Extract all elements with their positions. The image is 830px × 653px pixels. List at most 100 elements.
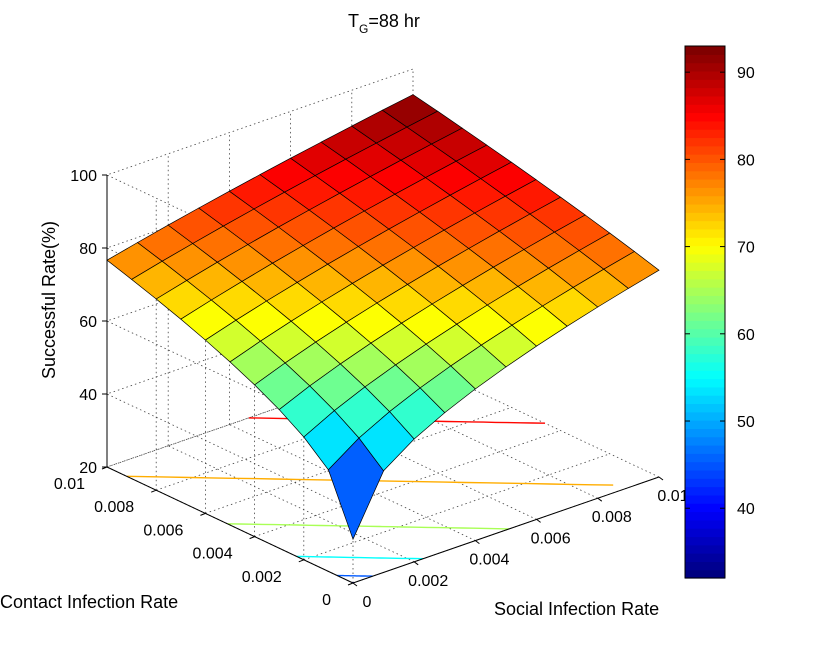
colorbar-band — [685, 511, 725, 521]
contour-line — [296, 555, 424, 560]
colorbar-band — [685, 561, 725, 571]
colorbar-band — [685, 212, 725, 222]
colorbar-band — [685, 453, 725, 463]
colorbar-band — [685, 478, 725, 488]
surface-mesh — [106, 94, 660, 541]
x-tick-label: 0.006 — [531, 530, 571, 547]
colorbar-band — [685, 461, 725, 471]
z-tick-label: 80 — [79, 241, 97, 258]
colorbar-band — [685, 303, 725, 313]
colorbar-band — [685, 262, 725, 272]
colorbar-band — [685, 320, 725, 330]
colorbar-band — [685, 245, 725, 255]
colorbar-band — [685, 553, 725, 562]
x-tick-label: 0.01 — [657, 488, 688, 505]
colorbar-band — [685, 154, 725, 163]
colorbar-tick-label: 60 — [737, 327, 755, 344]
colorbar-band — [685, 187, 725, 197]
z-gridline — [105, 287, 414, 511]
colorbar-tick-label: 80 — [737, 152, 755, 169]
x-tick-mark — [658, 476, 664, 481]
x-axis-label: Social Infection Rate — [494, 599, 659, 619]
y-tick-label: 0.006 — [143, 522, 183, 539]
y-tick-mark — [298, 559, 304, 563]
colorbar-band — [685, 328, 725, 338]
z-tick-label: 20 — [79, 460, 97, 477]
colorbar-band — [685, 179, 725, 188]
colorbar-band — [685, 203, 725, 213]
tick-labels: 0 0.002 0.004 0.006 0.008 0.01 0 0.002 0.004 0.00… — [54, 168, 689, 611]
colorbar-band — [685, 87, 725, 97]
y-tick-mark — [249, 536, 255, 540]
colorbar-band — [685, 544, 725, 554]
x-tick-mark — [413, 561, 419, 566]
colorbar-band — [685, 46, 725, 55]
colorbar-band — [685, 519, 725, 529]
colorbar-band — [685, 70, 725, 80]
colorbar-band — [685, 395, 725, 405]
z-axis-label: Successful Rate(%) — [39, 221, 59, 379]
colorbar-band — [685, 345, 725, 355]
colorbar-band — [685, 79, 725, 89]
colorbar-band — [685, 287, 725, 296]
y-tick-label: 0.01 — [54, 476, 85, 493]
surface-patch — [603, 251, 660, 289]
colorbar-band — [685, 170, 725, 180]
colorbar-band — [685, 420, 725, 429]
colorbar-band — [685, 370, 725, 380]
colorbar-band — [685, 237, 725, 247]
x-tick-label: 0 — [363, 594, 372, 611]
colorbar-band — [685, 378, 725, 388]
colorbar-band — [685, 445, 725, 454]
x-axis-line — [352, 476, 660, 584]
y-tick-mark — [200, 512, 206, 516]
colorbar-band — [685, 486, 725, 496]
colorbar-band — [685, 411, 725, 421]
colorbar-band — [685, 137, 725, 147]
floor-gridline-y — [168, 445, 415, 563]
x-tick-label: 0.004 — [469, 552, 509, 569]
colorbar-band — [685, 253, 725, 263]
y-tick-label: 0.008 — [94, 499, 134, 516]
colorbar-band — [685, 403, 725, 413]
y-tick-label: 0.002 — [242, 569, 282, 586]
colorbar-band — [685, 270, 725, 280]
axis-lines — [101, 174, 664, 587]
y-tick-mark — [347, 582, 354, 586]
colorbar-band — [685, 386, 725, 396]
colorbar-band — [685, 361, 725, 371]
colorbar: 40 50 60 70 80 90 — [684, 45, 755, 579]
floor-gridline-y — [351, 381, 598, 499]
y-tick-mark — [151, 489, 157, 493]
x-tick-mark — [475, 540, 480, 544]
colorbar-band — [685, 228, 725, 238]
colorbar-band — [685, 469, 725, 479]
contour-line — [337, 574, 373, 577]
chart-title: TG=88 hr — [348, 11, 420, 36]
y-tick-label: 0 — [322, 592, 331, 609]
colorbar-band — [685, 336, 725, 346]
colorbar-tick-label: 40 — [737, 501, 755, 518]
x-tick-label: 0.008 — [592, 509, 632, 526]
colorbar-band — [685, 494, 725, 504]
colorbar-band — [685, 54, 725, 64]
colorbar-band — [685, 62, 725, 72]
colorbar-band — [685, 104, 725, 114]
colorbar-band — [685, 162, 725, 172]
colorbar-band — [685, 295, 725, 305]
contour-line — [227, 523, 510, 530]
y-axis-line — [106, 466, 354, 584]
colorbar-band — [685, 195, 725, 205]
x-tick-mark — [536, 519, 541, 523]
y-axis-label: Contact Infection Rate — [0, 592, 178, 612]
colorbar-band — [685, 503, 725, 513]
floor-gridline-y — [290, 403, 537, 520]
colorbar-band — [685, 278, 725, 288]
x-tick-label: 0.002 — [408, 573, 448, 590]
x-tick-mark — [597, 497, 603, 502]
z-tick-label: 100 — [70, 168, 97, 185]
colorbar-band — [685, 129, 725, 139]
colorbar-band — [685, 312, 725, 321]
y-tick-label: 0.004 — [193, 546, 233, 563]
